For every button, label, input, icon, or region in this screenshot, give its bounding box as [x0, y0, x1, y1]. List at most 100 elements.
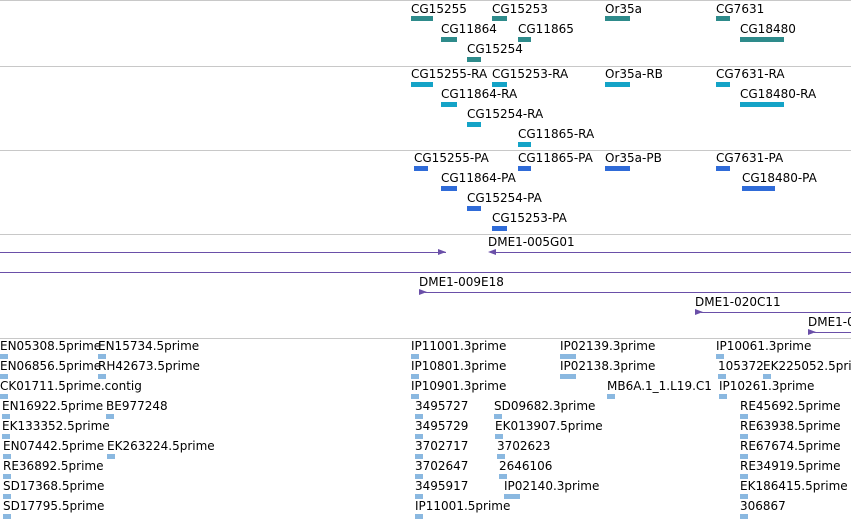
protein-glyph[interactable] — [716, 166, 730, 171]
est-glyph[interactable] — [740, 474, 748, 479]
est-label[interactable]: RE45692.5prime — [740, 399, 841, 413]
gene-label[interactable]: CG7631 — [716, 2, 765, 16]
est-label[interactable]: 3702717 — [415, 439, 469, 453]
est-label[interactable]: CK01711.5prime.contig — [0, 379, 142, 393]
est-label[interactable]: EN15734.5prime — [98, 339, 200, 353]
transcript-glyph[interactable] — [716, 82, 730, 87]
est-glyph[interactable] — [716, 354, 724, 359]
clone-line[interactable] — [0, 252, 446, 253]
est-glyph[interactable] — [607, 394, 615, 399]
gene-glyph[interactable] — [518, 37, 531, 42]
est-label[interactable]: 2646106 — [499, 459, 553, 473]
est-glyph[interactable] — [504, 494, 520, 499]
est-label[interactable]: IP10901.3prime — [411, 379, 507, 393]
est-label[interactable]: IP11001.3prime — [411, 339, 507, 353]
est-label[interactable]: 3702647 — [415, 459, 469, 473]
est-label[interactable]: EN05308.5prime — [0, 339, 102, 353]
transcript-label[interactable]: CG11864-RA — [441, 87, 518, 101]
transcript-glyph[interactable] — [411, 82, 433, 87]
gene-label[interactable]: CG11865 — [518, 22, 574, 36]
clone-line[interactable] — [701, 312, 851, 313]
est-glyph[interactable] — [560, 354, 576, 359]
est-glyph[interactable] — [3, 494, 11, 499]
clone-label[interactable]: DME1-020C11 — [695, 295, 781, 309]
protein-glyph[interactable] — [605, 166, 630, 171]
est-glyph[interactable] — [411, 394, 419, 399]
protein-label[interactable]: Or35a-PB — [605, 151, 662, 165]
est-glyph[interactable] — [0, 374, 8, 379]
est-label[interactable]: SD17368.5prime — [3, 479, 105, 493]
est-glyph[interactable] — [106, 414, 114, 419]
transcript-label[interactable]: CG15255-RA — [411, 67, 488, 81]
est-label[interactable]: IP10801.3prime — [411, 359, 507, 373]
est-glyph[interactable] — [415, 494, 423, 499]
transcript-glyph[interactable] — [467, 122, 481, 127]
protein-label[interactable]: CG15255-PA — [414, 151, 489, 165]
transcript-label[interactable]: CG18480-RA — [740, 87, 817, 101]
est-label[interactable]: 3495917 — [415, 479, 469, 493]
est-label[interactable]: SD09682.3prime — [494, 399, 596, 413]
est-label[interactable]: EK186415.5prime — [740, 479, 848, 493]
est-glyph[interactable] — [411, 374, 419, 379]
est-label[interactable]: EK013907.5prime — [495, 419, 603, 433]
est-label[interactable]: EK133352.5prime — [2, 419, 110, 433]
clone-label[interactable]: DME1-009E18 — [419, 275, 504, 289]
est-glyph[interactable] — [560, 374, 576, 379]
gene-label[interactable]: CG18480 — [740, 22, 796, 36]
clone-line[interactable] — [425, 292, 851, 293]
est-label[interactable]: RE67674.5prime — [740, 439, 841, 453]
gene-label[interactable]: Or35a — [605, 2, 643, 16]
clone-label[interactable]: DME1-0 — [808, 315, 851, 329]
est-label[interactable]: 3702623 — [497, 439, 551, 453]
est-label[interactable]: EN16922.5prime — [2, 399, 104, 413]
est-label[interactable]: EK263224.5prime — [107, 439, 215, 453]
protein-glyph[interactable] — [414, 166, 428, 171]
protein-glyph[interactable] — [441, 186, 457, 191]
est-label[interactable]: RH42673.5prime — [98, 359, 200, 373]
protein-label[interactable]: CG18480-PA — [742, 171, 817, 185]
gene-glyph[interactable] — [605, 16, 630, 21]
protein-glyph[interactable] — [742, 186, 775, 191]
est-glyph[interactable] — [740, 414, 748, 419]
est-glyph[interactable] — [740, 514, 748, 519]
protein-glyph[interactable] — [467, 206, 481, 211]
est-glyph[interactable] — [2, 434, 10, 439]
transcript-label[interactable]: Or35a-RB — [605, 67, 663, 81]
gene-glyph[interactable] — [467, 57, 481, 62]
gene-label[interactable]: CG15253 — [492, 2, 548, 16]
est-label[interactable]: 306867 — [740, 499, 786, 513]
est-glyph[interactable] — [411, 354, 419, 359]
transcript-label[interactable]: CG15253-RA — [492, 67, 569, 81]
est-label[interactable]: IP11001.5prime — [415, 499, 511, 513]
protein-glyph[interactable] — [518, 166, 531, 171]
gene-label[interactable]: CG11864 — [441, 22, 497, 36]
est-label[interactable]: RE36892.5prime — [3, 459, 104, 473]
est-glyph[interactable] — [740, 494, 748, 499]
est-glyph[interactable] — [415, 474, 423, 479]
gene-glyph[interactable] — [492, 16, 507, 21]
est-label[interactable]: 3495729 — [415, 419, 469, 433]
est-label[interactable]: MB6A.1_1.L19.C1 — [607, 379, 712, 393]
gene-glyph[interactable] — [441, 37, 457, 42]
est-glyph[interactable] — [719, 394, 727, 399]
est-label[interactable]: 3495727 — [415, 399, 469, 413]
est-label[interactable]: 105372 — [718, 359, 764, 373]
protein-label[interactable]: CG15254-PA — [467, 191, 542, 205]
est-glyph[interactable] — [3, 474, 11, 479]
transcript-glyph[interactable] — [441, 102, 457, 107]
gene-glyph[interactable] — [716, 16, 730, 21]
est-glyph[interactable] — [499, 474, 507, 479]
protein-label[interactable]: CG15253-PA — [492, 211, 567, 225]
protein-label[interactable]: CG7631-PA — [716, 151, 784, 165]
transcript-glyph[interactable] — [605, 82, 630, 87]
est-label[interactable]: IP02140.3prime — [504, 479, 600, 493]
est-glyph[interactable] — [718, 374, 726, 379]
est-glyph[interactable] — [740, 454, 748, 459]
est-label[interactable]: EN06856.5prime — [0, 359, 102, 373]
est-glyph[interactable] — [3, 454, 11, 459]
est-glyph[interactable] — [0, 354, 8, 359]
transcript-label[interactable]: CG11865-RA — [518, 127, 595, 141]
gene-label[interactable]: CG15254 — [467, 42, 523, 56]
est-label[interactable]: BE977248 — [106, 399, 168, 413]
gene-label[interactable]: CG15255 — [411, 2, 467, 16]
